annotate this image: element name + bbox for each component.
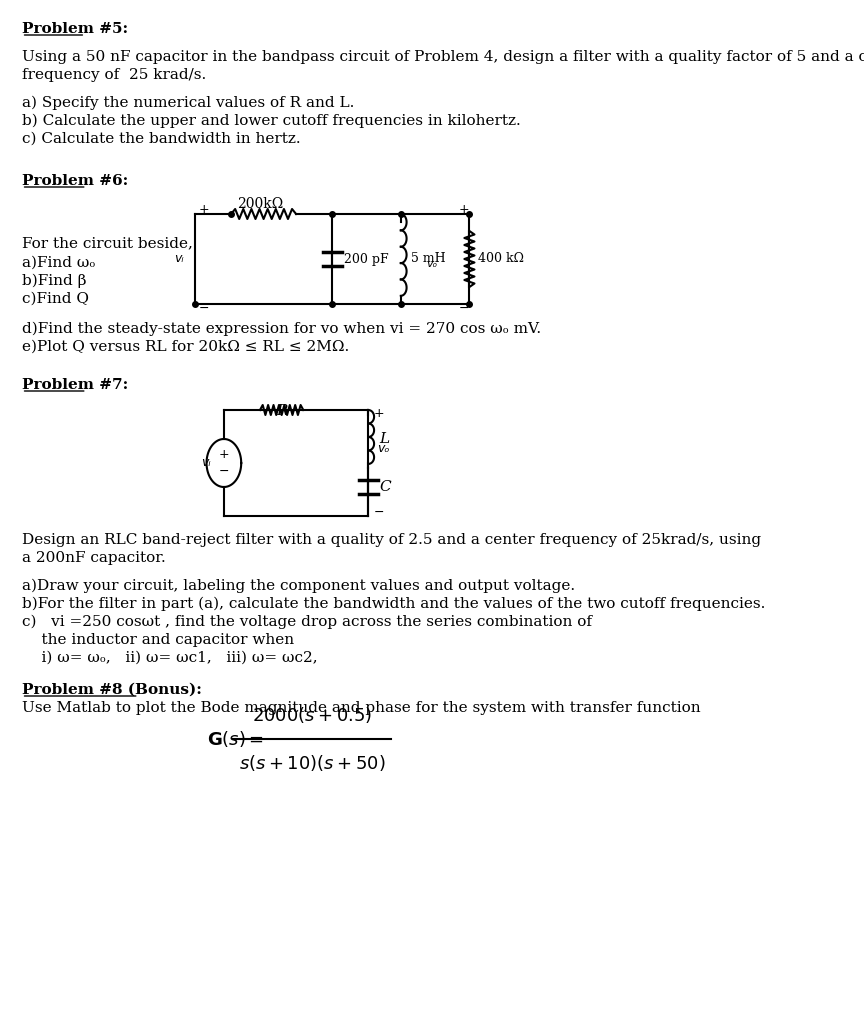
Text: +: + [219,449,229,462]
Text: the inductor and capacitor when: the inductor and capacitor when [22,633,294,647]
Text: +: + [199,203,209,216]
Text: Using a 50 nF capacitor in the bandpass circuit of Problem 4, design a filter wi: Using a 50 nF capacitor in the bandpass … [22,50,864,63]
Text: a) Specify the numerical values of R and L.: a) Specify the numerical values of R and… [22,96,354,111]
Text: −: − [199,302,209,315]
Text: Design an RLC band-reject filter with a quality of 2.5 and a center frequency of: Design an RLC band-reject filter with a … [22,534,761,547]
Text: c) Calculate the bandwidth in hertz.: c) Calculate the bandwidth in hertz. [22,132,301,146]
Text: Problem #7:: Problem #7: [22,378,128,392]
Text: $2000(s + 0.5)$: $2000(s + 0.5)$ [251,705,372,725]
Text: 400 kΩ: 400 kΩ [478,253,524,265]
Text: +: + [374,407,384,420]
Text: vᵢ: vᵢ [201,457,211,469]
Text: Problem #6:: Problem #6: [22,174,128,188]
Text: +: + [459,203,469,216]
Text: b)For the filter in part (a), calculate the bandwidth and the values of the two : b)For the filter in part (a), calculate … [22,597,765,611]
Text: b) Calculate the upper and lower cutoff frequencies in kilohertz.: b) Calculate the upper and lower cutoff … [22,114,520,128]
Text: R: R [276,404,288,418]
Text: c)Find Q: c)Find Q [22,292,89,306]
Text: Problem #5:: Problem #5: [22,22,128,36]
Text: −: − [219,465,229,477]
Text: frequency of  25 krad/s.: frequency of 25 krad/s. [22,68,206,82]
Text: −: − [459,302,469,315]
Text: Problem #8 (Bonus):: Problem #8 (Bonus): [22,683,201,697]
Text: −: − [374,506,384,519]
Text: L: L [379,432,390,446]
Text: c)   vi =250 cosωt , find the voltage drop across the series combination of: c) vi =250 cosωt , find the voltage drop… [22,615,592,630]
Text: $\mathbf{G}(s) =$: $\mathbf{G}(s) =$ [207,729,264,749]
Text: i) ω= ωₒ,   ii) ω= ωc1,   iii) ω= ωc2,: i) ω= ωₒ, ii) ω= ωc1, iii) ω= ωc2, [22,651,317,665]
Text: vᵢ: vᵢ [175,253,184,265]
Text: vₒ: vₒ [377,441,390,455]
Text: C: C [379,480,391,494]
Text: a)Draw your circuit, labeling the component values and output voltage.: a)Draw your circuit, labeling the compon… [22,579,575,593]
Text: 200 pF: 200 pF [344,253,389,265]
Text: 5 mH: 5 mH [411,253,446,265]
Text: a 200nF capacitor.: a 200nF capacitor. [22,551,165,565]
Text: For the circuit beside,: For the circuit beside, [22,236,193,250]
Text: b)Find β: b)Find β [22,274,86,289]
Text: 200kΩ: 200kΩ [237,197,283,211]
Text: d)Find the steady-state expression for vo when vi = 270 cos ωₒ mV.: d)Find the steady-state expression for v… [22,322,541,337]
Text: $s(s + 10)(s + 50)$: $s(s + 10)(s + 50)$ [238,753,385,773]
Text: Use Matlab to plot the Bode magnitude and phase for the system with transfer fun: Use Matlab to plot the Bode magnitude an… [22,701,701,715]
Text: vₒ: vₒ [426,259,437,269]
Text: e)Plot Q versus RL for 20kΩ ≤ RL ≤ 2MΩ.: e)Plot Q versus RL for 20kΩ ≤ RL ≤ 2MΩ. [22,340,349,354]
Text: a)Find ωₒ: a)Find ωₒ [22,256,95,270]
